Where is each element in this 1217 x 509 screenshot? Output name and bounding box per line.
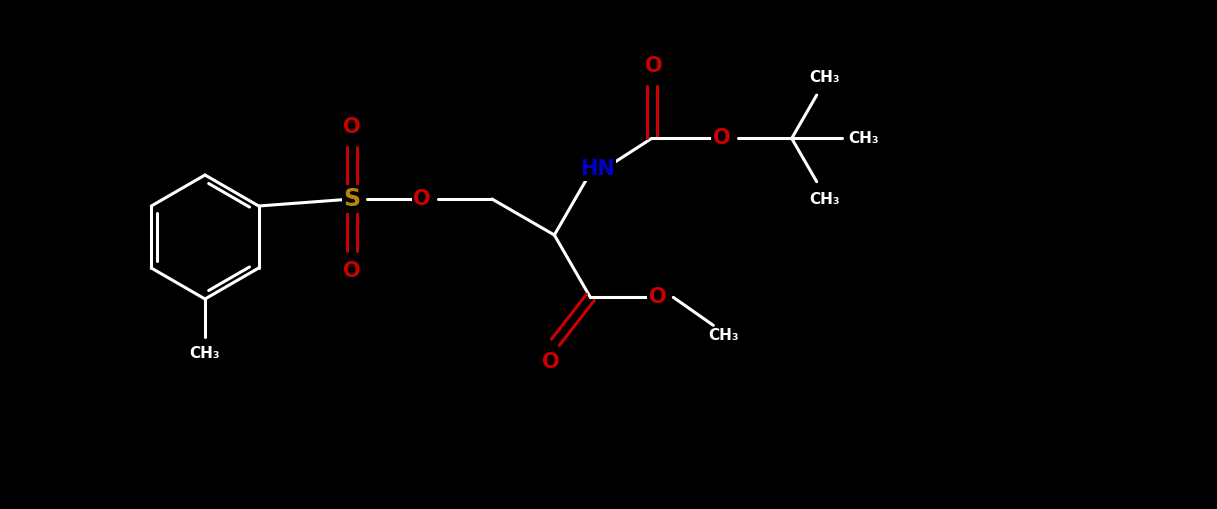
- Text: S: S: [343, 187, 360, 211]
- Text: HN: HN: [581, 159, 615, 179]
- Text: O: O: [414, 189, 431, 209]
- Text: CH₃: CH₃: [848, 131, 879, 146]
- Text: O: O: [542, 352, 559, 373]
- Text: O: O: [343, 261, 360, 281]
- Text: O: O: [713, 128, 730, 149]
- Text: O: O: [649, 288, 666, 307]
- Text: O: O: [645, 56, 662, 76]
- Text: CH₃: CH₃: [809, 70, 840, 84]
- Text: O: O: [343, 117, 360, 137]
- Text: CH₃: CH₃: [190, 347, 220, 361]
- Text: CH₃: CH₃: [809, 192, 840, 207]
- Text: CH₃: CH₃: [708, 328, 739, 343]
